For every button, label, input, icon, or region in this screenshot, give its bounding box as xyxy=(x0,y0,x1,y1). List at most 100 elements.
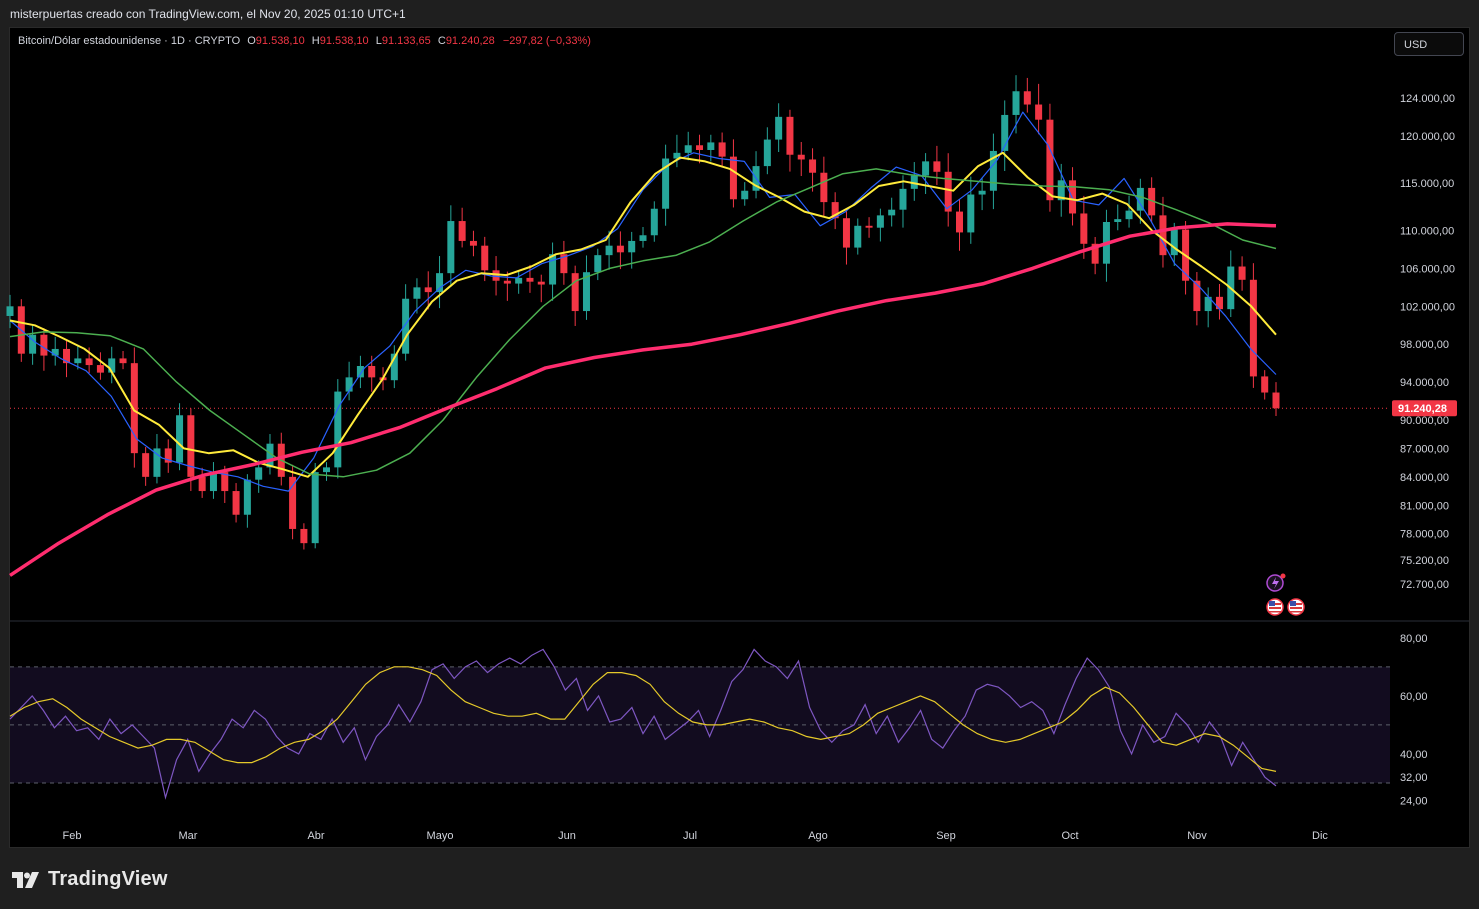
price-axis-tick: 106.000,00 xyxy=(1400,263,1455,275)
candle-body xyxy=(345,377,353,392)
candle-body xyxy=(356,366,364,378)
us-flag-event-icon[interactable] xyxy=(1287,598,1305,616)
candle-body xyxy=(153,448,161,477)
candle-body xyxy=(978,190,986,195)
candle-body xyxy=(854,225,862,248)
price-axis-tick: 84.000,00 xyxy=(1400,472,1449,484)
candle-body xyxy=(888,209,896,216)
candle-body xyxy=(469,240,477,246)
candle-body xyxy=(424,287,432,293)
currency-button[interactable]: USD xyxy=(1394,32,1464,56)
time-axis-tick: Sep xyxy=(936,830,956,842)
candle-body xyxy=(198,476,206,492)
close-value: 91.240,28 xyxy=(445,35,495,47)
candle-body xyxy=(458,221,466,241)
candle-body xyxy=(119,358,127,364)
candle-body xyxy=(729,156,737,200)
candle-body xyxy=(1046,119,1054,201)
candle-body xyxy=(650,208,658,236)
candle-body xyxy=(63,348,71,364)
brand-name: TradingView xyxy=(48,868,168,890)
candle-body xyxy=(164,448,172,463)
candle-body xyxy=(842,218,850,248)
candle-body xyxy=(967,194,975,233)
candle-body xyxy=(639,235,647,241)
price-axis-tick: 102.000,00 xyxy=(1400,301,1455,313)
rsi-axis-tick: 24,00 xyxy=(1400,795,1428,807)
candle-body xyxy=(707,142,715,150)
candle-body xyxy=(797,154,805,160)
footer-bar xyxy=(0,850,1479,909)
time-axis-tick: Nov xyxy=(1187,830,1207,842)
event-lightning-icon[interactable] xyxy=(1266,573,1286,592)
candle-body xyxy=(368,366,376,378)
candle-body xyxy=(130,363,138,454)
candle-body xyxy=(1001,114,1009,151)
candle-body xyxy=(560,254,568,274)
symbol-name[interactable]: Bitcoin/Dólar estadounidense · 1D · CRYP… xyxy=(18,35,241,47)
candle-body xyxy=(899,188,907,210)
ma-line-1 xyxy=(9,111,1277,492)
candle-body xyxy=(108,358,116,373)
rsi-axis-tick: 40,00 xyxy=(1400,749,1428,761)
candle-body xyxy=(334,391,342,468)
candle-body xyxy=(989,150,997,191)
current-price-tag xyxy=(1392,400,1457,417)
ma-line-4 xyxy=(9,222,1277,577)
candle-body xyxy=(6,306,14,316)
close-label: C xyxy=(437,35,446,47)
candle-body xyxy=(96,365,104,373)
symbol-legend: Bitcoin/Dólar estadounidense · 1D · CRYP… xyxy=(18,35,591,47)
candle-body xyxy=(1125,210,1133,220)
candle-body xyxy=(718,142,726,157)
candle-body xyxy=(51,348,59,356)
tradingview-brand[interactable]: TradingView xyxy=(12,868,168,891)
candle-body xyxy=(74,358,82,364)
time-axis-tick: Feb xyxy=(63,830,82,842)
ma-line-3 xyxy=(9,168,1277,478)
candle-body xyxy=(1261,376,1269,393)
candle-body xyxy=(1272,392,1280,409)
candle-body xyxy=(221,472,229,492)
price-axis-tick: 81.000,00 xyxy=(1400,500,1449,512)
candle-body xyxy=(85,358,93,366)
candle-body xyxy=(696,145,704,150)
candle-body xyxy=(1057,180,1065,201)
candle-body xyxy=(503,280,511,284)
us-flag-event-icon[interactable] xyxy=(1266,598,1284,616)
candle-body xyxy=(243,479,251,515)
candle-body xyxy=(390,353,398,381)
price-axis-tick: 120.000,00 xyxy=(1400,131,1455,143)
candle-body xyxy=(255,467,263,480)
candle-body xyxy=(1159,215,1167,256)
candle-body xyxy=(526,277,534,282)
candle-body xyxy=(944,171,952,212)
candle-body xyxy=(775,116,783,140)
candle-body xyxy=(1035,104,1043,120)
time-axis-tick: Mar xyxy=(179,830,198,842)
high-label: H xyxy=(311,35,320,47)
candle-body xyxy=(492,270,500,281)
candle-body xyxy=(1249,279,1257,377)
candle-body xyxy=(956,211,963,233)
time-axis-tick: Jun xyxy=(558,830,576,842)
candle-body xyxy=(1023,91,1031,105)
candle-body xyxy=(266,443,274,468)
candle-body xyxy=(1215,296,1223,310)
candle-body xyxy=(922,161,930,176)
candle-body xyxy=(402,298,410,354)
price-axis-tick: 90.000,00 xyxy=(1400,415,1449,427)
time-axis-tick: Ago xyxy=(808,830,828,842)
candle-body xyxy=(741,190,749,200)
candle-body xyxy=(447,221,455,274)
candle-body xyxy=(1091,243,1099,264)
price-axis-tick: 94.000,00 xyxy=(1400,377,1449,389)
high-value: 91.538,10 xyxy=(319,35,369,47)
time-axis-tick: Jul xyxy=(683,830,697,842)
candle-body xyxy=(413,287,421,299)
candle-body xyxy=(831,202,839,219)
top-caption-bar: misterpuertas creado con TradingView.com… xyxy=(0,0,1479,26)
candle-body xyxy=(763,139,771,167)
candle-body xyxy=(289,476,297,529)
